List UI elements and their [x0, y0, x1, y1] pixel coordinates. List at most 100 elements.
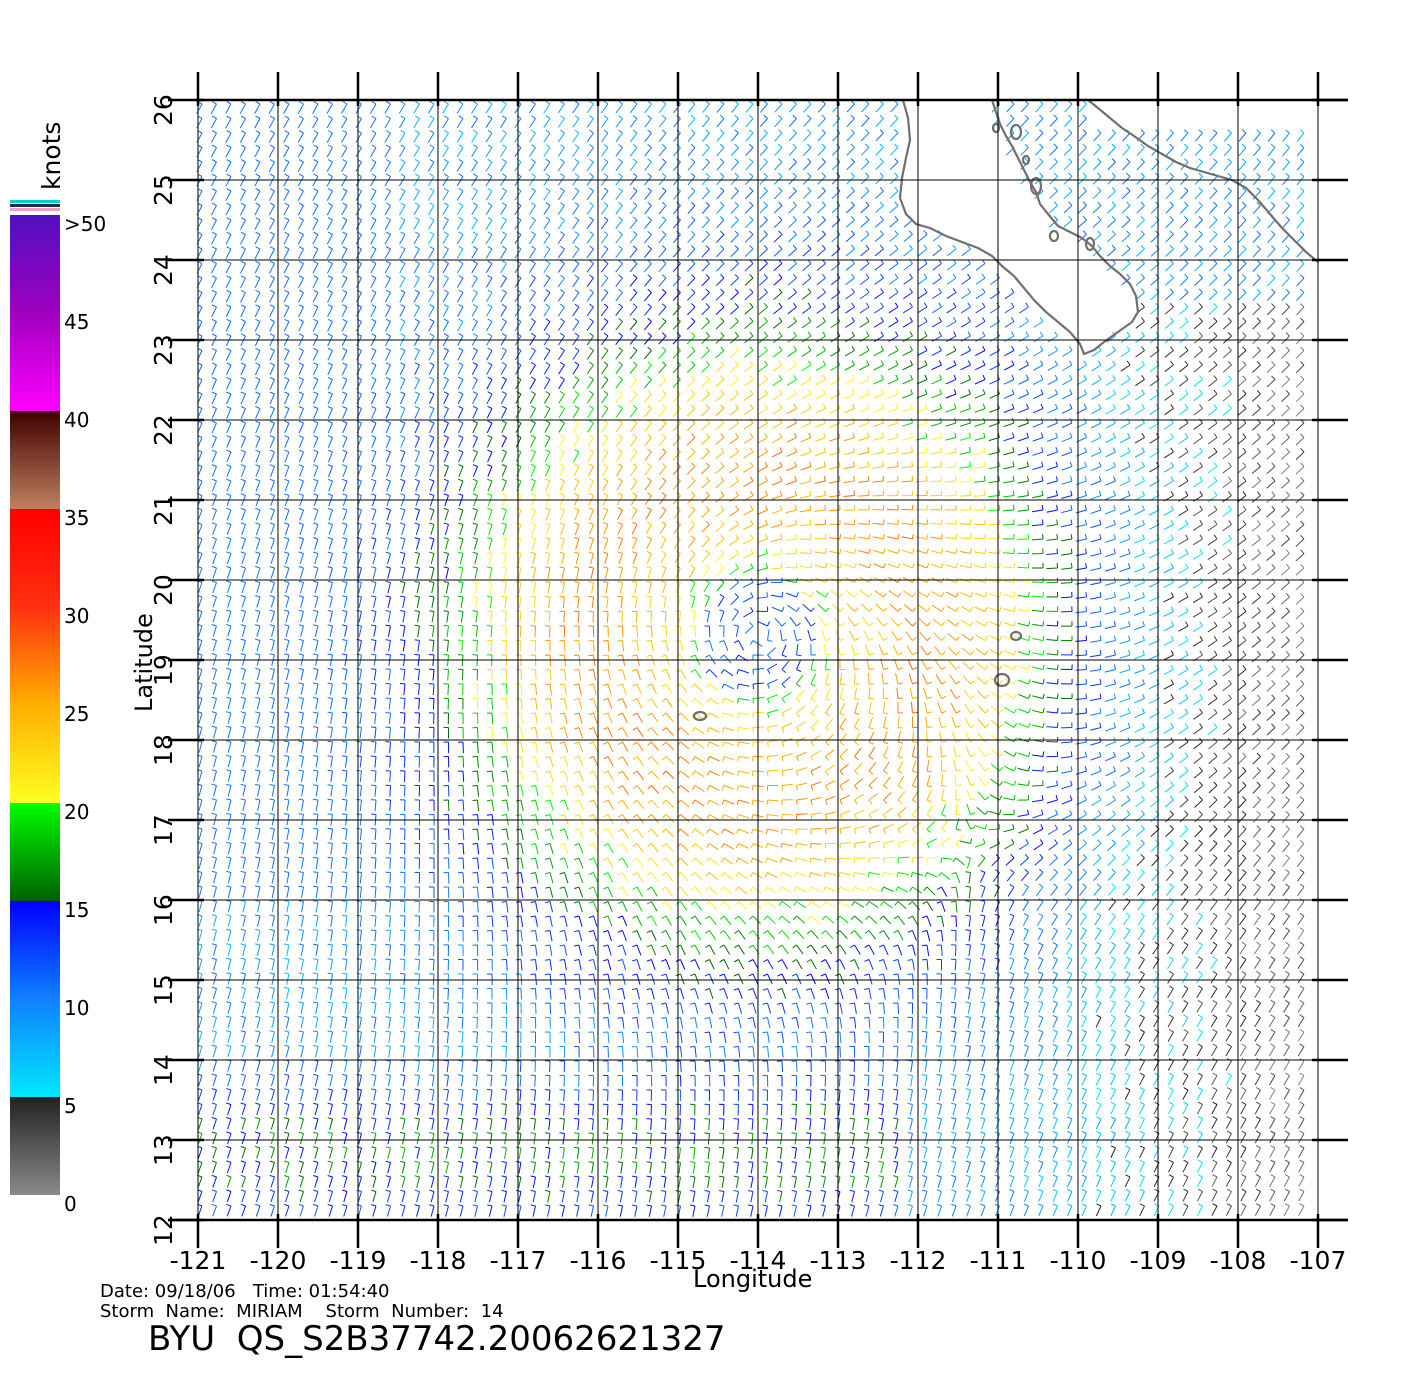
- wind-barb-tick: [472, 581, 478, 583]
- wind-barb-tick: [923, 302, 928, 308]
- wind-barb-tick: [545, 173, 551, 177]
- wind-barb-tick: [1285, 476, 1290, 482]
- wind-barb-tick: [839, 548, 842, 554]
- wind-barb-tick: [894, 215, 899, 221]
- wind-barb-tick: [284, 478, 290, 482]
- wind-vector: [197, 553, 203, 564]
- wind-vector: [1077, 219, 1087, 228]
- wind-barb-tick: [371, 493, 377, 496]
- colorbar-cap-dark: [10, 204, 60, 207]
- wind-vector: [1003, 379, 1015, 385]
- colorbar-segment: [10, 999, 60, 1097]
- wind-barb-tick: [1169, 245, 1174, 250]
- wind-barb-tick: [487, 347, 493, 351]
- wind-vector: [658, 437, 667, 447]
- wind-vector: [501, 451, 507, 463]
- wind-barb-tick: [1127, 432, 1131, 438]
- wind-barb-tick: [400, 537, 406, 540]
- wind-barb-tick: [851, 317, 855, 322]
- wind-barb-tick: [895, 345, 899, 351]
- wind-vector: [802, 205, 812, 214]
- wind-vector: [1296, 161, 1305, 171]
- wind-vector: [530, 437, 536, 448]
- wind-vector: [413, 161, 420, 172]
- wind-vector: [672, 321, 681, 330]
- wind-barb-tick: [559, 507, 565, 511]
- wind-vector: [326, 147, 333, 158]
- wind-vector: [1296, 132, 1305, 142]
- wind-barb-tick: [530, 405, 536, 409]
- wind-vector: [843, 451, 855, 456]
- wind-vector: [659, 524, 667, 535]
- wind-vector: [1192, 538, 1203, 546]
- wind-barb-tick: [1198, 360, 1203, 366]
- wind-barb-tick: [226, 376, 232, 380]
- wind-vector: [472, 408, 478, 419]
- wind-barb-tick: [792, 143, 797, 148]
- wind-vector: [385, 350, 391, 361]
- wind-barb-tick: [780, 519, 783, 525]
- wind-barb-tick: [226, 159, 232, 163]
- wind-vector: [701, 190, 710, 200]
- wind-vector: [529, 306, 536, 317]
- wind-barb-tick: [779, 418, 783, 424]
- wind-barb-tick: [545, 274, 551, 279]
- wind-vector: [210, 219, 217, 231]
- wind-vector: [730, 147, 739, 157]
- wind-barb-tick: [1012, 461, 1015, 467]
- wind-vector: [658, 364, 667, 374]
- wind-barb-tick: [501, 478, 507, 482]
- wind-barb-tick: [1070, 476, 1073, 482]
- wind-vector: [459, 553, 464, 565]
- wind-vector: [530, 480, 536, 492]
- wind-vector: [430, 509, 435, 521]
- wind-vector: [1266, 437, 1276, 446]
- wind-vector: [1282, 147, 1290, 157]
- wind-barb-tick: [778, 317, 783, 322]
- wind-vector: [1062, 364, 1073, 371]
- wind-barb-tick: [1012, 432, 1015, 438]
- wind-vector: [445, 582, 449, 594]
- wind-barb-tick: [284, 551, 290, 554]
- wind-barb-tick: [385, 522, 391, 525]
- wind-barb-tick: [1039, 143, 1044, 148]
- wind-barb-tick: [926, 548, 929, 554]
- wind-vector: [1223, 161, 1232, 171]
- wind-vector: [1252, 176, 1261, 186]
- wind-vector: [930, 408, 942, 413]
- wind-vector: [456, 263, 464, 274]
- wind-barb-tick: [912, 533, 914, 540]
- wind-vector: [516, 466, 522, 477]
- wind-vector: [1104, 553, 1116, 558]
- wind-vector: [644, 248, 652, 258]
- wind-barb-tick: [501, 551, 507, 554]
- wind-vector: [1032, 451, 1044, 456]
- wind-barb-tick: [967, 244, 971, 250]
- wind-barb-tick: [531, 144, 536, 148]
- wind-barb-tick: [400, 318, 406, 322]
- wind-barb-tick: [969, 475, 971, 482]
- wind-vector: [1266, 408, 1276, 417]
- wind-barb-tick: [748, 100, 754, 105]
- wind-barb-tick: [1227, 274, 1232, 279]
- wind-barb-tick: [1140, 172, 1145, 177]
- wind-barb-tick: [676, 201, 681, 206]
- wind-vector: [1178, 422, 1189, 430]
- wind-barb-tick: [603, 187, 609, 192]
- wind-vector: [1295, 480, 1305, 489]
- wind-vector: [1180, 132, 1189, 142]
- wind-vector: [284, 524, 290, 536]
- wind-barb-tick: [1170, 433, 1174, 438]
- wind-barb-tick: [574, 478, 580, 482]
- wind-vector: [298, 393, 304, 405]
- wind-barb-tick: [269, 391, 275, 395]
- wind-barb-tick: [487, 260, 493, 264]
- wind-vector: [1120, 408, 1131, 415]
- wind-barb-tick: [574, 245, 580, 250]
- wind-barb-tick: [720, 346, 725, 351]
- wind-barb-tick: [240, 580, 246, 583]
- wind-vector: [887, 364, 899, 371]
- wind-barb-tick: [327, 101, 333, 105]
- wind-vector: [371, 422, 377, 434]
- wind-vector: [456, 234, 464, 245]
